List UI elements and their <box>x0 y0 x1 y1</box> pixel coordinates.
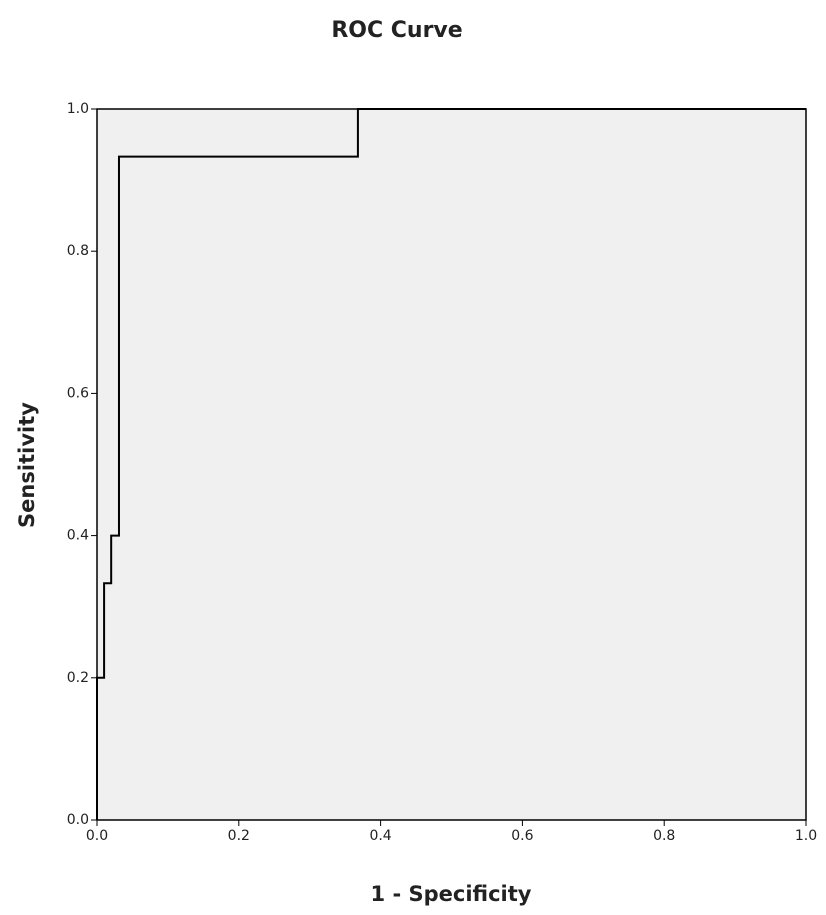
y-tick-label: 0.2 <box>67 670 89 686</box>
x-tick-label: 0.2 <box>228 828 250 844</box>
x-tick-label: 0.0 <box>86 828 108 844</box>
y-axis-label: Sensitivity <box>15 402 39 528</box>
x-tick-label: 0.4 <box>369 828 391 844</box>
x-tick-label: 0.8 <box>653 828 675 844</box>
plot-area <box>97 109 806 820</box>
x-tick-label: 1.0 <box>795 828 817 844</box>
y-tick-label: 0.0 <box>67 812 89 828</box>
x-axis-label: 1 - Specificity <box>371 882 532 906</box>
y-tick-label: 1.0 <box>67 101 89 117</box>
y-tick-label: 0.8 <box>67 243 89 259</box>
y-tick-label: 0.4 <box>67 528 89 544</box>
chart-title: ROC Curve <box>331 18 462 43</box>
page: ROC Curve 1 - Specificity Sensitivity 0.… <box>0 0 826 915</box>
x-tick-label: 0.6 <box>511 828 533 844</box>
y-tick-label: 0.6 <box>67 385 89 401</box>
chart: ROC Curve 1 - Specificity Sensitivity 0.… <box>0 0 826 915</box>
